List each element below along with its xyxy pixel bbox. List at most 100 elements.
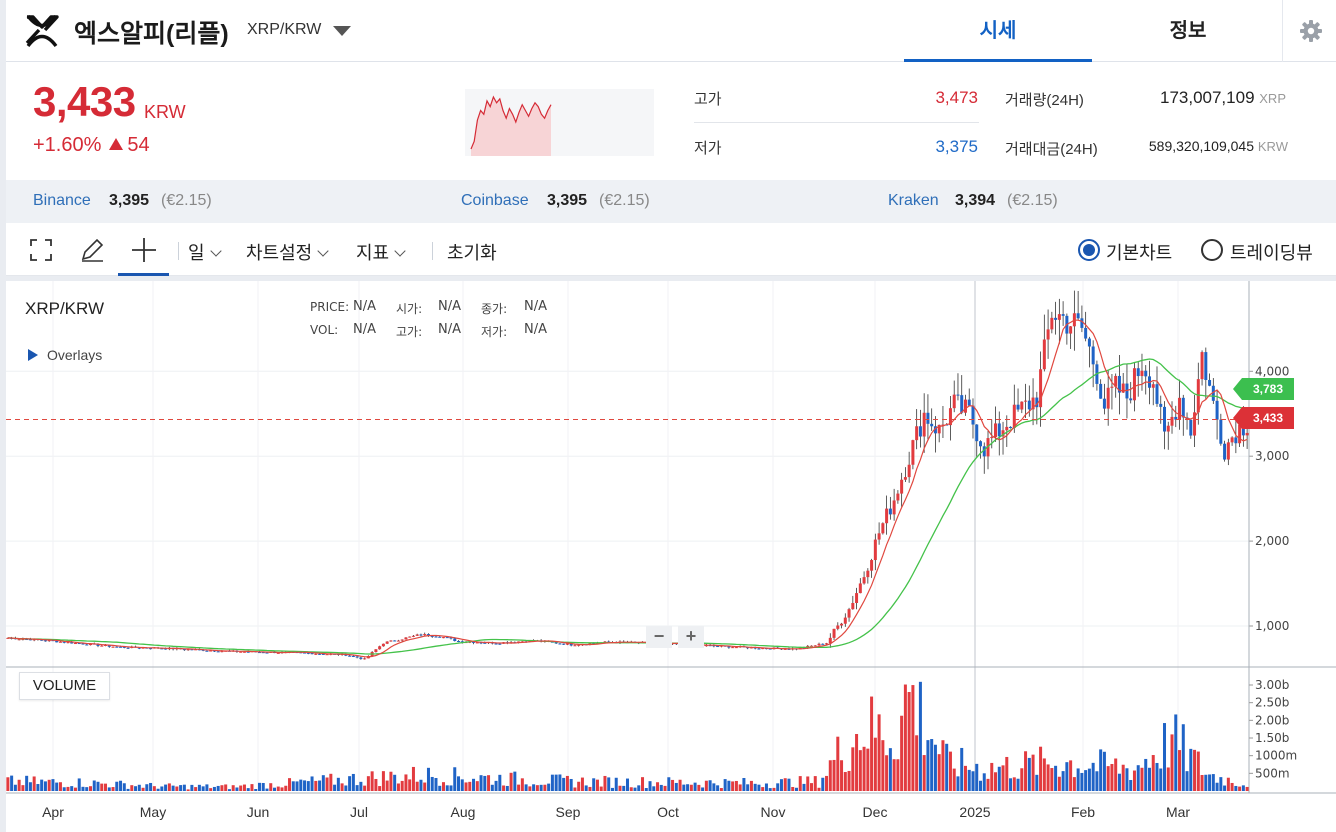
volume-bar <box>303 780 307 791</box>
tradingview-label[interactable]: 트레이딩뷰 <box>1230 243 1313 263</box>
indicators-dropdown[interactable]: 지표 <box>356 239 406 265</box>
volume-bar <box>520 778 524 791</box>
y-tick-label: 1,000 <box>1255 619 1289 633</box>
sparkline-chart <box>465 89 654 156</box>
price-chart[interactable]: 4,000 3,000 2,000 1,000 Apr May Jun Jul Aug Sep Oc… <box>6 281 1336 832</box>
settings-button[interactable] <box>1282 0 1336 62</box>
legend-vol-value: N/A <box>353 322 376 337</box>
volume-bar <box>1215 782 1219 791</box>
candle-body <box>220 651 224 653</box>
exchange-name[interactable]: Kraken <box>888 192 939 209</box>
candle-body <box>1189 419 1193 436</box>
volume-bar <box>235 787 239 791</box>
candle-body <box>821 643 825 645</box>
tab-price[interactable]: 시세 <box>904 0 1092 62</box>
candle-body <box>310 653 314 655</box>
volume-bar <box>242 784 246 791</box>
sparkline-line <box>470 95 552 150</box>
zoom-out-button[interactable]: − <box>646 626 672 648</box>
amount-24h-unit: KRW <box>1257 139 1288 154</box>
volume-bar <box>393 774 397 791</box>
candle-body <box>1136 368 1140 377</box>
basic-chart-radio[interactable] <box>1078 239 1100 261</box>
volume-bar <box>915 735 919 791</box>
volume-bar <box>411 766 415 791</box>
volume-bar <box>441 782 445 791</box>
candle-body <box>47 640 51 642</box>
volume-bar <box>577 781 581 791</box>
candle-body <box>888 508 892 515</box>
legend-price-label: PRICE: <box>310 300 350 314</box>
fullscreen-icon[interactable] <box>29 238 53 262</box>
volume-bar <box>1065 762 1069 791</box>
reset-button[interactable]: 초기화 <box>447 243 497 263</box>
volume-bar <box>742 777 746 791</box>
pair-dropdown-chevron-down-icon[interactable] <box>333 26 351 36</box>
volume-bar <box>855 734 859 791</box>
crosshair-tool-button[interactable] <box>118 224 169 276</box>
overlays-toggle[interactable]: Overlays <box>28 347 102 363</box>
chart-canvas[interactable]: 4,000 3,000 2,000 1,000 Apr May Jun Jul Aug Sep Oc… <box>6 281 1336 832</box>
volume-bar <box>1016 778 1020 791</box>
volume-bar <box>167 783 171 791</box>
volume-bar <box>847 770 851 791</box>
volume-bar <box>325 777 329 791</box>
candle-body <box>25 639 29 641</box>
tradingview-radio[interactable] <box>1201 239 1223 261</box>
candle-body <box>1099 383 1103 399</box>
volume-bar <box>704 780 708 791</box>
candle-body <box>1238 424 1242 444</box>
volume-bar <box>1226 777 1230 791</box>
candle-body <box>1009 426 1013 429</box>
candle-body <box>122 646 126 648</box>
exchange-name[interactable]: Binance <box>33 192 91 209</box>
basic-chart-label[interactable]: 기본차트 <box>1106 243 1173 263</box>
ma-short-line <box>7 319 1248 658</box>
volume-bar <box>1204 774 1208 791</box>
period-dropdown[interactable]: 일 <box>188 239 222 265</box>
volume-bar <box>359 781 363 791</box>
candle-body <box>862 577 866 584</box>
volume-bar <box>55 782 59 791</box>
legend-low-value: N/A <box>524 322 547 337</box>
volume-bar <box>678 779 682 791</box>
volume-bar <box>997 766 1001 791</box>
candle-body <box>40 639 44 641</box>
volume-bar <box>231 785 235 791</box>
pencil-icon[interactable] <box>79 237 105 263</box>
candle-body <box>359 657 363 659</box>
volume-bar <box>791 786 795 791</box>
candle-body <box>423 634 427 636</box>
volume-bar <box>963 765 967 791</box>
candle-body <box>426 634 430 636</box>
volume-bar <box>190 784 194 791</box>
exchange-name[interactable]: Coinbase <box>461 192 529 209</box>
volume-bar <box>840 760 844 791</box>
candle-body <box>400 639 404 641</box>
volume-bar <box>674 782 678 791</box>
volume-bar <box>1121 764 1125 791</box>
zoom-in-button[interactable]: + <box>678 626 704 648</box>
candle-body <box>494 643 498 645</box>
volume-bar <box>821 777 825 791</box>
volume-bar <box>156 788 160 791</box>
volume-bar <box>975 763 979 791</box>
candle-body <box>1193 412 1197 436</box>
volume-bar <box>731 781 735 791</box>
volume-bar <box>329 773 333 791</box>
candle-body <box>1091 346 1095 365</box>
chart-settings-dropdown[interactable]: 차트설정 <box>246 239 329 265</box>
tab-info[interactable]: 정보 <box>1169 20 1207 42</box>
ma-long-line <box>7 358 1248 655</box>
ma-long-badge: 3,783 <box>1233 378 1294 400</box>
low-label: 저가 <box>694 140 722 157</box>
candle-body <box>363 658 367 660</box>
volume-bar <box>284 785 288 791</box>
candle-body <box>731 647 735 649</box>
candle-body <box>843 617 847 624</box>
volume-bars <box>6 681 1249 791</box>
candle-body <box>896 493 900 501</box>
candle-body <box>314 653 318 655</box>
volume-bar <box>10 775 14 791</box>
candle-body <box>855 593 859 604</box>
